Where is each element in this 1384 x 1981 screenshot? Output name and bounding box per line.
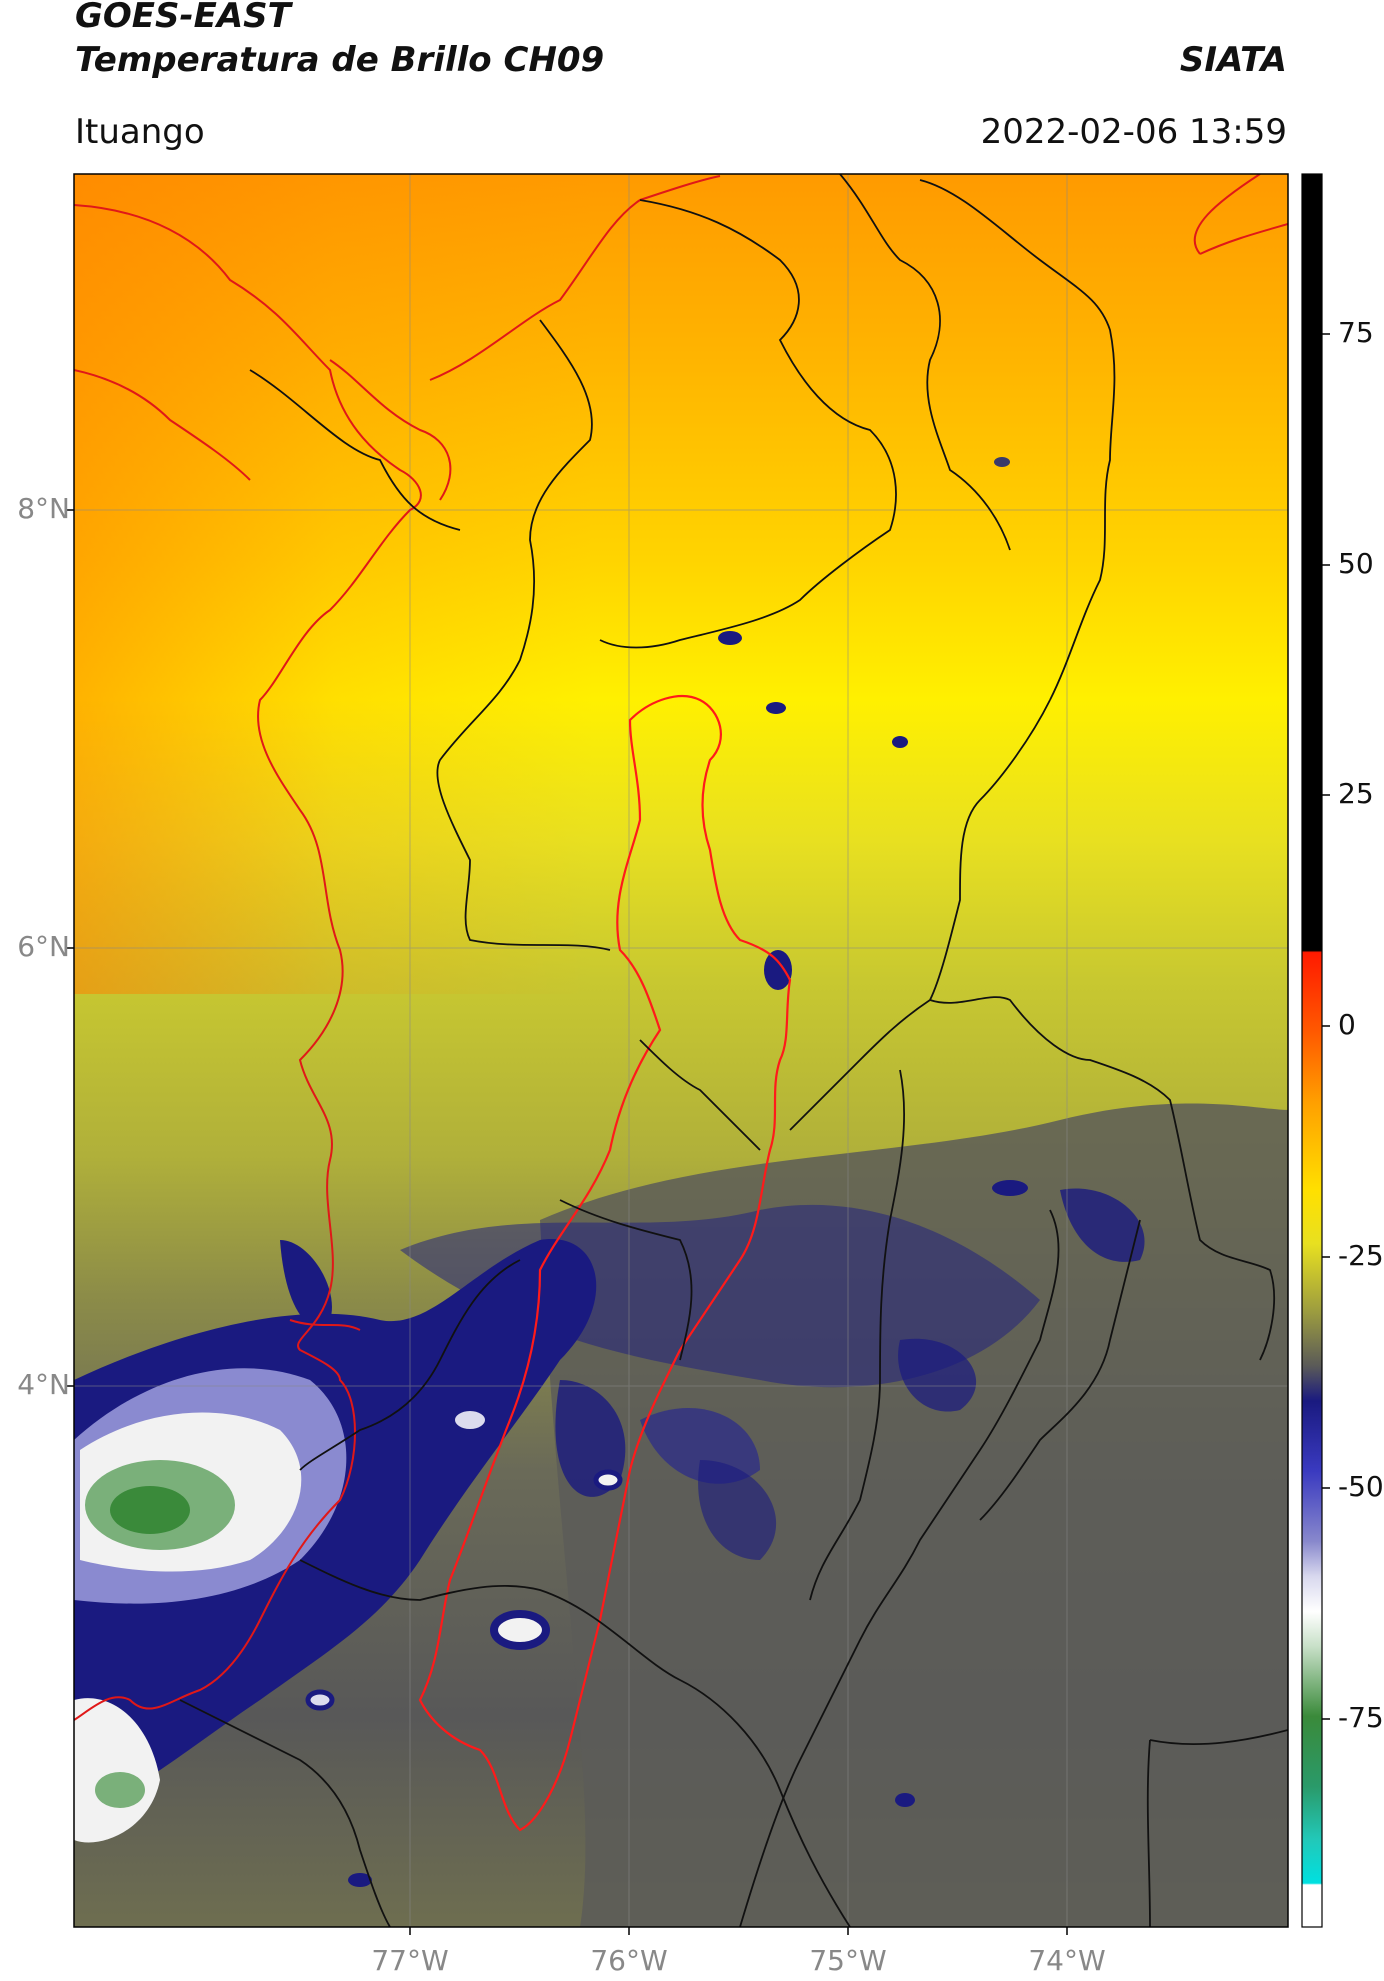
ituango-basin	[418, 695, 792, 1832]
lon-label-77w: 77°W	[371, 1944, 449, 1977]
colorbar-tick-minus25: -25	[1338, 1239, 1384, 1272]
colorbar-tick-75: 75	[1338, 316, 1374, 349]
colorbar-tick-minus75: -75	[1338, 1701, 1384, 1734]
colorbar-tick-25: 25	[1338, 777, 1374, 810]
brand-label: SIATA	[1179, 40, 1287, 80]
colorbar-ticks	[1322, 333, 1330, 1720]
graticule	[74, 174, 1288, 1927]
lat-label-4n: 4°N	[17, 1368, 70, 1401]
colorbar	[1301, 173, 1323, 1928]
colorbar-tick-minus50: -50	[1338, 1470, 1384, 1503]
brightness-field	[74, 174, 1288, 1927]
boundaries	[74, 174, 1288, 1927]
coastline	[74, 204, 422, 1721]
lon-label-75w: 75°W	[809, 1944, 887, 1977]
product-title: Temperatura de Brillo CH09	[75, 40, 605, 80]
lon-label-76w: 76°W	[590, 1944, 668, 1977]
lon-label-74w: 74°W	[1028, 1944, 1106, 1977]
colorbar-tick-50: 50	[1338, 547, 1374, 580]
lat-label-8n: 8°N	[17, 492, 70, 525]
region-label: Ituango	[75, 112, 205, 152]
timestamp-label: 2022-02-06 13:59	[980, 112, 1287, 152]
satellite-title: GOES-EAST	[75, 0, 291, 36]
colorbar-tick-0: 0	[1338, 1008, 1356, 1041]
axis-ticks	[66, 509, 1068, 1935]
lat-label-6n: 6°N	[17, 930, 70, 963]
map-frame	[73, 173, 1289, 1928]
